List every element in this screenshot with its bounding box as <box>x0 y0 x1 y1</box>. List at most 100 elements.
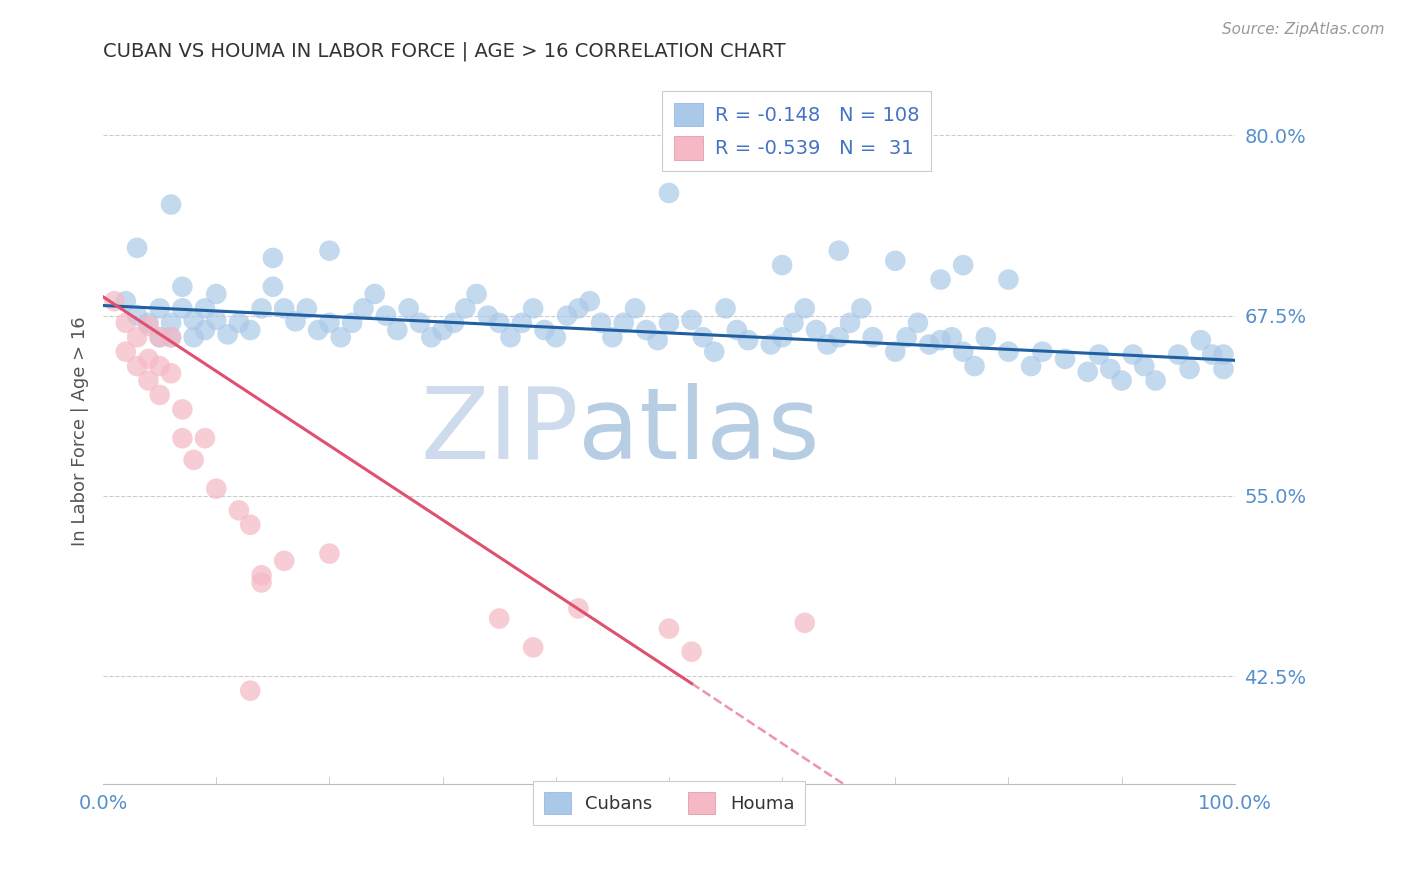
Point <box>239 323 262 337</box>
Point <box>782 316 804 330</box>
Point <box>510 316 533 330</box>
Point <box>488 611 510 625</box>
Y-axis label: In Labor Force | Age > 16: In Labor Force | Age > 16 <box>72 316 89 546</box>
Point <box>1144 374 1167 388</box>
Point <box>929 333 952 347</box>
Point <box>183 313 205 327</box>
Point <box>658 316 681 330</box>
Point <box>205 287 228 301</box>
Point <box>160 330 183 344</box>
Point <box>329 330 352 344</box>
Point <box>759 337 782 351</box>
Text: Source: ZipAtlas.com: Source: ZipAtlas.com <box>1222 22 1385 37</box>
Point <box>658 622 681 636</box>
Point <box>262 279 284 293</box>
Point <box>138 318 160 333</box>
Point <box>1111 374 1133 388</box>
Point <box>997 272 1019 286</box>
Point <box>409 316 432 330</box>
Point <box>149 330 172 344</box>
Point <box>114 316 136 330</box>
Point <box>273 554 295 568</box>
Point <box>477 309 499 323</box>
Point <box>465 287 488 301</box>
Point <box>149 301 172 316</box>
Point <box>318 244 340 258</box>
Point <box>1212 347 1234 361</box>
Point <box>172 431 194 445</box>
Point <box>160 197 183 211</box>
Point <box>770 330 793 344</box>
Point <box>522 301 544 316</box>
Point <box>307 323 329 337</box>
Point <box>804 323 827 337</box>
Point <box>284 314 307 328</box>
Point <box>714 301 737 316</box>
Point <box>228 503 250 517</box>
Point <box>125 330 148 344</box>
Point <box>918 337 941 351</box>
Point <box>398 301 420 316</box>
Point <box>250 568 273 582</box>
Point <box>420 330 443 344</box>
Point <box>1201 347 1223 361</box>
Point <box>205 482 228 496</box>
Point <box>963 359 986 373</box>
Point <box>1212 362 1234 376</box>
Point <box>125 359 148 373</box>
Point <box>793 615 815 630</box>
Point <box>1122 347 1144 361</box>
Point <box>149 330 172 344</box>
Point <box>884 253 907 268</box>
Point <box>125 309 148 323</box>
Point <box>851 301 873 316</box>
Point <box>692 330 714 344</box>
Point <box>658 186 681 200</box>
Point <box>183 330 205 344</box>
Point <box>896 330 918 344</box>
Point <box>443 316 465 330</box>
Point <box>624 301 647 316</box>
Point <box>114 294 136 309</box>
Point <box>239 517 262 532</box>
Point <box>770 258 793 272</box>
Point <box>172 402 194 417</box>
Point <box>318 547 340 561</box>
Point <box>522 640 544 655</box>
Point <box>172 279 194 293</box>
Point <box>589 316 612 330</box>
Point <box>737 333 759 347</box>
Point <box>318 316 340 330</box>
Point <box>217 327 239 342</box>
Point <box>544 330 567 344</box>
Point <box>194 323 217 337</box>
Point <box>952 258 974 272</box>
Point <box>1031 344 1053 359</box>
Point <box>138 316 160 330</box>
Point <box>578 294 600 309</box>
Point <box>160 316 183 330</box>
Point <box>681 645 703 659</box>
Point <box>250 301 273 316</box>
Point <box>205 313 228 327</box>
Point <box>1019 359 1042 373</box>
Point <box>273 301 295 316</box>
Point <box>929 272 952 286</box>
Point <box>997 344 1019 359</box>
Point <box>103 294 125 309</box>
Point <box>567 301 589 316</box>
Point <box>862 330 884 344</box>
Point <box>239 683 262 698</box>
Point <box>815 337 838 351</box>
Point <box>884 344 907 359</box>
Point <box>138 374 160 388</box>
Point <box>250 575 273 590</box>
Point <box>941 330 963 344</box>
Point <box>114 344 136 359</box>
Point <box>555 309 578 323</box>
Point <box>613 316 636 330</box>
Point <box>149 359 172 373</box>
Point <box>1167 347 1189 361</box>
Point <box>1178 362 1201 376</box>
Point <box>839 316 862 330</box>
